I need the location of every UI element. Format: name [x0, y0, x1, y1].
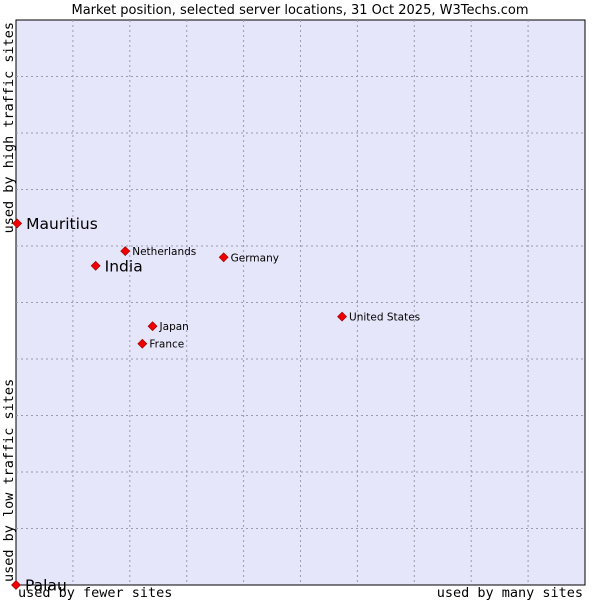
chart-title: Market position, selected server locatio…	[71, 3, 528, 18]
point-label-france: France	[149, 339, 184, 351]
data-point-netherlands: Netherlands	[120, 246, 196, 258]
point-marker-netherlands	[120, 246, 131, 257]
data-point-palau: Palau	[11, 577, 67, 595]
point-marker-japan	[147, 321, 158, 332]
point-marker-palau	[11, 580, 21, 590]
point-marker-germany	[218, 252, 229, 263]
data-point-france: France	[137, 338, 184, 351]
point-marker-united-states	[337, 311, 347, 322]
data-point-germany: Germany	[218, 252, 279, 264]
point-label-palau: Palau	[25, 577, 67, 595]
point-label-netherlands: Netherlands	[132, 246, 196, 258]
data-point-india: India	[90, 257, 143, 275]
data-point-mauritius: Mauritius	[12, 215, 98, 233]
x-axis-label-low: used by fewer sites	[18, 585, 172, 600]
point-marker-france	[137, 338, 148, 349]
point-label-mauritius: Mauritius	[26, 215, 98, 233]
point-label-germany: Germany	[231, 252, 279, 264]
point-label-india: India	[105, 257, 143, 275]
data-point-japan: Japan	[147, 321, 189, 333]
data-point-united-states: United States	[337, 311, 420, 324]
y-axis-label-high: used by high traffic sites	[1, 22, 17, 233]
point-label-united-states: United States	[349, 312, 420, 324]
point-marker-india	[90, 260, 101, 271]
x-axis-label-high: used by many sites	[437, 585, 583, 600]
grid	[16, 20, 585, 585]
point-label-japan: Japan	[159, 321, 189, 333]
point-marker-mauritius	[12, 218, 23, 229]
y-axis-label-low: used by low traffic sites	[1, 379, 17, 582]
